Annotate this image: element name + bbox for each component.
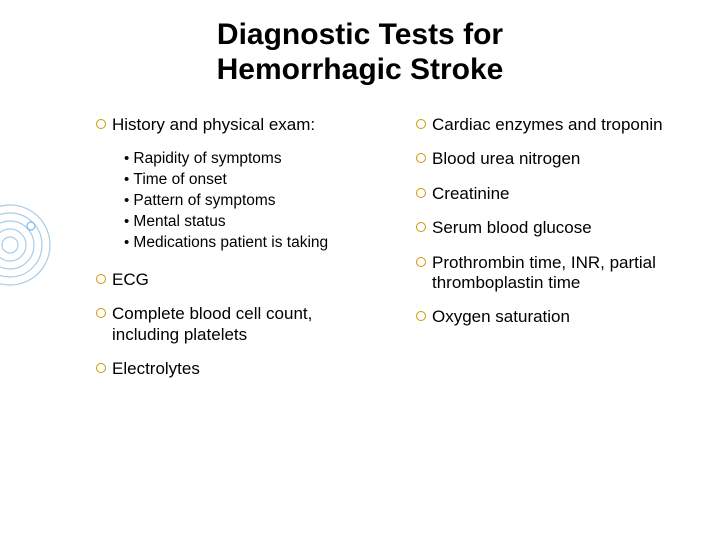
title-line-2: Hemorrhagic Stroke (217, 53, 504, 86)
title-line-1: Diagnostic Tests for (217, 18, 503, 51)
item-text: Blood urea nitrogen (432, 149, 580, 169)
item-text: Electrolytes (112, 359, 200, 379)
ring-bullet-icon (90, 119, 112, 129)
ring-bullet-icon (410, 188, 432, 198)
sub-item-text: Mental status (133, 213, 225, 230)
item-text: Complete blood cell count, including pla… (112, 304, 370, 345)
list-item: Cardiac enzymes and troponin (410, 115, 690, 135)
dot-bullet-icon: • (124, 234, 133, 251)
list-item: Blood urea nitrogen (410, 149, 690, 169)
item-text: Creatinine (432, 184, 510, 204)
ring-bullet-icon (410, 119, 432, 129)
ring-bullet-icon (410, 257, 432, 267)
list-item: ECG (90, 270, 370, 290)
list-item: History and physical exam: (90, 115, 370, 135)
item-text: Prothrombin time, INR, partial thrombopl… (432, 253, 690, 294)
sub-item: • Time of onset (124, 170, 370, 191)
list-item: Electrolytes (90, 359, 370, 379)
sub-item: • Mental status (124, 212, 370, 233)
item-text: Serum blood glucose (432, 218, 592, 238)
ring-bullet-icon (410, 311, 432, 321)
item-text: Oxygen saturation (432, 307, 570, 327)
left-column: History and physical exam: • Rapidity of… (90, 115, 370, 394)
dot-bullet-icon: • (124, 150, 133, 167)
ring-bullet-icon (410, 222, 432, 232)
content-columns: History and physical exam: • Rapidity of… (0, 97, 720, 394)
dot-bullet-icon: • (124, 213, 133, 230)
sub-list: • Rapidity of symptoms • Time of onset •… (124, 149, 370, 254)
ring-bullet-icon (90, 308, 112, 318)
sub-item-text: Medications patient is taking (133, 234, 328, 251)
item-text: ECG (112, 270, 149, 290)
sub-item: • Rapidity of symptoms (124, 149, 370, 170)
sub-item-text: Pattern of symptoms (133, 192, 275, 209)
sub-item-text: Rapidity of symptoms (133, 150, 281, 167)
list-item: Complete blood cell count, including pla… (90, 304, 370, 345)
sub-item: • Pattern of symptoms (124, 191, 370, 212)
list-item: Creatinine (410, 184, 690, 204)
ring-bullet-icon (90, 274, 112, 284)
item-text: History and physical exam: (112, 115, 315, 135)
sub-item: • Medications patient is taking (124, 233, 370, 254)
list-item: Serum blood glucose (410, 218, 690, 238)
dot-bullet-icon: • (124, 171, 133, 188)
right-column: Cardiac enzymes and troponin Blood urea … (410, 115, 690, 394)
sub-item-text: Time of onset (133, 171, 226, 188)
ring-bullet-icon (90, 363, 112, 373)
ring-bullet-icon (410, 153, 432, 163)
item-text: Cardiac enzymes and troponin (432, 115, 663, 135)
slide-title: Diagnostic Tests for Hemorrhagic Stroke (0, 0, 720, 97)
list-item: Oxygen saturation (410, 307, 690, 327)
list-item: Prothrombin time, INR, partial thrombopl… (410, 253, 690, 294)
dot-bullet-icon: • (124, 192, 133, 209)
